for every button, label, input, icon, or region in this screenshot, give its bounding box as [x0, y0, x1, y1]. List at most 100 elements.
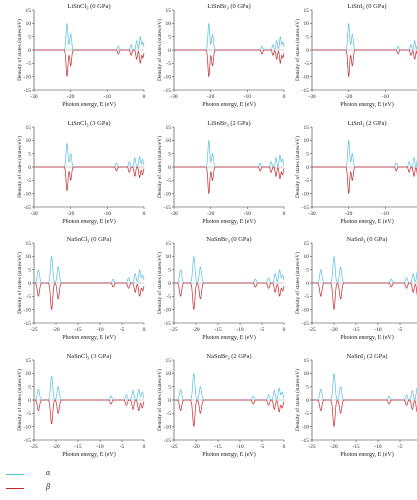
y-tick-label: 10	[26, 21, 32, 27]
x-tick-label: -15	[352, 444, 360, 450]
y-tick-label: 5	[28, 384, 31, 390]
y-tick-label: 5	[306, 34, 309, 40]
subplot-11: NaSnI3 (2 GPa) -15 -10 -5 0 5 10 15 -25 -20 -15 -10…	[294, 353, 417, 458]
x-axis-label: Photon energy, E (eV)	[340, 101, 394, 108]
series-alpha-line	[312, 256, 417, 284]
x-tick-label: -20	[207, 94, 215, 100]
y-tick-label: 15	[304, 8, 310, 14]
y-axis-label: Density of states (states/eV)	[294, 252, 301, 314]
y-tick-label: -5	[304, 61, 309, 67]
y-tick-label: 0	[28, 281, 31, 287]
y-tick-label: 10	[166, 254, 172, 260]
y-tick-label: 15	[304, 358, 310, 364]
series-beta-line	[174, 282, 285, 310]
y-tick-label: -15	[24, 88, 32, 94]
x-tick-label: -10	[104, 211, 112, 217]
series-beta-line	[312, 282, 417, 310]
x-tick-label: -5	[260, 444, 265, 450]
y-tick-label: -10	[24, 307, 32, 313]
x-tick-label: 0	[283, 94, 286, 100]
x-tick-label: -15	[74, 327, 82, 333]
x-tick-label: 0	[143, 94, 146, 100]
legend: α β	[6, 468, 86, 498]
y-tick-label: 0	[28, 48, 31, 54]
x-axis-label: Photon energy, E (eV)	[202, 218, 256, 225]
y-axis-label: Density of states (states/eV)	[294, 369, 301, 431]
y-tick-label: 15	[26, 8, 32, 14]
y-axis-label: Density of states (states/eV)	[294, 136, 301, 198]
y-axis-label: Density of states (states/eV)	[156, 369, 163, 431]
x-tick-label: -10	[374, 444, 382, 450]
y-tick-label: -5	[26, 61, 31, 67]
y-tick-label: 15	[26, 358, 32, 364]
x-tick-label: -25	[308, 327, 316, 333]
y-tick-label: 15	[304, 125, 310, 131]
x-tick-label: 0	[283, 211, 286, 217]
series-beta-line	[34, 49, 145, 77]
series-beta-line	[33, 282, 145, 311]
x-tick-label: -30	[308, 94, 316, 100]
x-tick-label: -5	[260, 327, 265, 333]
x-tick-label: -15	[352, 327, 360, 333]
y-tick-label: -15	[24, 438, 32, 444]
y-tick-label: 10	[304, 138, 310, 144]
y-tick-label: 10	[26, 254, 32, 260]
subplot-title: LiSnCl3 (0 GPa)	[67, 3, 110, 11]
series-alpha-line	[34, 23, 145, 51]
x-tick-label: -10	[236, 444, 244, 450]
y-tick-label: -15	[302, 205, 310, 211]
y-tick-label: -10	[302, 424, 310, 430]
x-tick-label: -5	[398, 327, 403, 333]
series-alpha-line	[34, 142, 145, 168]
y-tick-label: 5	[306, 151, 309, 157]
y-axis-label: Density of states (states/eV)	[294, 19, 301, 81]
series-alpha-line	[174, 373, 285, 401]
subplot-title: LiSnBr3 (0 GPa)	[207, 3, 250, 11]
y-tick-label: 10	[166, 371, 172, 377]
subplot-title: LiSnI3 (0 GPa)	[347, 3, 386, 11]
y-tick-label: -15	[302, 438, 310, 444]
y-tick-label: 0	[306, 48, 309, 54]
y-axis-label: Density of states (states/eV)	[16, 19, 23, 81]
x-tick-label: -10	[244, 94, 252, 100]
x-tick-label: -20	[330, 444, 338, 450]
x-axis-label: Photon energy, E (eV)	[202, 101, 256, 108]
y-tick-label: 5	[28, 34, 31, 40]
y-tick-label: 5	[168, 151, 171, 157]
y-tick-label: 5	[28, 151, 31, 157]
x-axis-label: Photon energy, E (eV)	[62, 334, 116, 341]
x-axis-label: Photon energy, E (eV)	[340, 334, 394, 341]
subplot-title: NaSnI3 (0 GPa)	[347, 236, 388, 244]
x-tick-label: -20	[52, 327, 60, 333]
x-tick-label: -25	[30, 327, 38, 333]
subplot-title: NaSnCl3 (3 GPa)	[67, 353, 112, 361]
y-tick-label: 5	[28, 267, 31, 273]
subplot-10: NaSnBr3 (2 GPa) -15 -10 -5 0 5 10 15 -25 -20 -15 -1…	[156, 353, 286, 458]
y-tick-label: -15	[24, 321, 32, 327]
y-tick-label: 10	[304, 254, 310, 260]
series-beta-line	[33, 399, 145, 425]
series-alpha-line	[33, 375, 145, 401]
y-tick-label: -5	[26, 411, 31, 417]
y-axis-label: Density of states (states/eV)	[156, 19, 163, 81]
y-tick-label: 15	[166, 241, 172, 247]
series-alpha-line	[174, 256, 285, 284]
series-beta-line	[174, 166, 285, 195]
subplot-title: LiSnCl3 (3 GPa)	[67, 120, 110, 128]
x-tick-label: -5	[120, 327, 125, 333]
x-tick-label: -20	[192, 327, 200, 333]
series-alpha-line	[174, 139, 285, 168]
legend-swatch-beta	[6, 488, 24, 489]
y-tick-label: -10	[24, 191, 32, 197]
subplot-2: LiSnI3 (0 GPa)-15-10-5051015-30-20-100Ph…	[294, 3, 417, 108]
y-tick-label: 5	[168, 267, 171, 273]
y-tick-label: -5	[304, 294, 309, 300]
y-tick-label: 0	[168, 281, 171, 287]
x-tick-label: -10	[104, 94, 112, 100]
x-tick-label: -15	[214, 327, 222, 333]
y-tick-label: -10	[164, 191, 172, 197]
y-tick-label: 15	[304, 241, 310, 247]
x-tick-label: -20	[345, 211, 353, 217]
subplot-title: NaSnBr3 (0 GPa)	[206, 236, 251, 244]
